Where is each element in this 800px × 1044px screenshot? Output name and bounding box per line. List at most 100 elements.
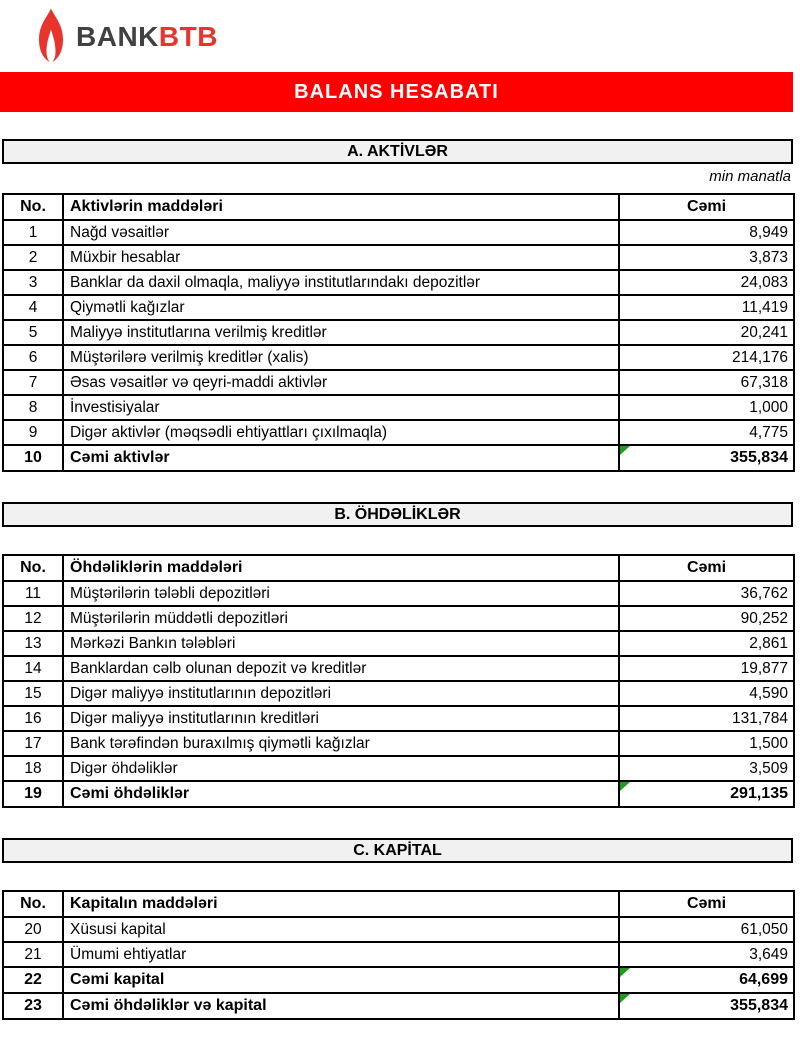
report-banner: BALANS HESABATI bbox=[0, 72, 793, 112]
row-value-text: 11,419 bbox=[741, 298, 788, 316]
row-value-cell: 61,050 bbox=[618, 916, 795, 943]
row-value-text: 36,762 bbox=[740, 584, 788, 602]
table-row: 6 Müştərilərə verilmiş kreditlər (xalis) 2… bbox=[2, 344, 795, 371]
total-row: 23 Cəmi öhdəliklər və kapital 355,834 bbox=[2, 992, 795, 1020]
row-number-cell: 15 bbox=[2, 680, 64, 707]
row-number-cell: 8 bbox=[2, 394, 64, 421]
row-value-text: 355,834 bbox=[730, 997, 788, 1014]
row-value-cell: 64,699 bbox=[618, 966, 795, 994]
row-value-text: 2,861 bbox=[749, 634, 788, 652]
row-value-text: 4,590 bbox=[749, 684, 788, 702]
row-label-cell: İnvestisiyalar bbox=[62, 394, 620, 421]
row-number-cell: 16 bbox=[2, 705, 64, 732]
row-value-cell: 214,176 bbox=[618, 344, 795, 371]
formula-marker-icon bbox=[621, 447, 630, 455]
row-value-text: 64,699 bbox=[739, 971, 788, 988]
row-label-cell: Digər öhdəliklər bbox=[62, 755, 620, 782]
row-number-cell: 3 bbox=[2, 269, 64, 296]
row-value-cell: 4,775 bbox=[618, 419, 795, 446]
formula-marker-icon bbox=[621, 969, 630, 977]
col-item-header: Aktivlərin maddələri bbox=[62, 193, 620, 221]
row-number-cell: 4 bbox=[2, 294, 64, 321]
btb-word: BTB bbox=[158, 21, 218, 52]
row-value-cell: 67,318 bbox=[618, 369, 795, 396]
table-row: 13 Mərkəzi Bankın tələbləri 2,861 bbox=[2, 630, 795, 657]
row-number-cell: 18 bbox=[2, 755, 64, 782]
row-number-cell: 20 bbox=[2, 916, 64, 943]
row-label-cell: Digər maliyyə institutlarının depozitlər… bbox=[62, 680, 620, 707]
row-value-cell: 355,834 bbox=[618, 444, 795, 472]
row-number-cell: 11 bbox=[2, 580, 64, 607]
row-label-cell: Mərkəzi Bankın tələbləri bbox=[62, 630, 620, 657]
table-row: 2 Müxbir hesablar 3,873 bbox=[2, 244, 795, 271]
col-no-header: No. bbox=[2, 890, 64, 918]
row-value-cell: 291,135 bbox=[618, 780, 795, 808]
row-label-cell: Cəmi kapital bbox=[62, 966, 620, 994]
row-label-cell: Maliyyə institutlarına verilmiş kreditlə… bbox=[62, 319, 620, 346]
total-row: 10 Cəmi aktivlər 355,834 bbox=[2, 444, 795, 472]
row-label-cell: Banklar da daxil olmaqla, maliyyə instit… bbox=[62, 269, 620, 296]
row-number-cell: 22 bbox=[2, 966, 64, 994]
row-value-cell: 131,784 bbox=[618, 705, 795, 732]
table-row: 18 Digər öhdəliklər 3,509 bbox=[2, 755, 795, 782]
row-value-cell: 19,877 bbox=[618, 655, 795, 682]
row-number-cell: 1 bbox=[2, 219, 64, 246]
row-value-cell: 2,861 bbox=[618, 630, 795, 657]
row-label-cell: Qiymətli kağızlar bbox=[62, 294, 620, 321]
row-number-cell: 6 bbox=[2, 344, 64, 371]
row-label-cell: Müştərilərə verilmiş kreditlər (xalis) bbox=[62, 344, 620, 371]
section-title: B. ÖHDƏLİKLƏR bbox=[2, 502, 793, 527]
col-total-header: Cəmi bbox=[618, 193, 795, 221]
row-label-cell: Digər aktivlər (məqsədli ehtiyattları çı… bbox=[62, 419, 620, 446]
bank-word: BANK bbox=[76, 21, 159, 52]
col-no-header: No. bbox=[2, 193, 64, 221]
report-sections: A. AKTİVLƏR min manatla No. Aktivlərin madd… bbox=[2, 139, 795, 1020]
row-number-cell: 13 bbox=[2, 630, 64, 657]
row-value-cell: 8,949 bbox=[618, 219, 795, 246]
col-total-header: Cəmi bbox=[618, 890, 795, 918]
row-number-cell: 14 bbox=[2, 655, 64, 682]
balance-table: No. Kapitalın maddələri Cəmi 20 Xüsusi kapit… bbox=[2, 890, 795, 1020]
table-row: 5 Maliyyə institutlarına verilmiş kreditl… bbox=[2, 319, 795, 346]
formula-marker-icon bbox=[621, 783, 630, 791]
section-ohdelikler: B. ÖHDƏLİKLƏR No. Öhdəliklərin maddələri Cə… bbox=[2, 502, 795, 808]
row-value-cell: 24,083 bbox=[618, 269, 795, 296]
row-value-text: 24,083 bbox=[740, 273, 788, 291]
row-label-cell: Cəmi aktivlər bbox=[62, 444, 620, 472]
table-row: 1 Nağd vəsaitlər 8,949 bbox=[2, 219, 795, 246]
row-value-text: 67,318 bbox=[740, 373, 788, 391]
row-value-text: 20,241 bbox=[740, 323, 788, 341]
row-value-cell: 20,241 bbox=[618, 319, 795, 346]
row-label-cell: Cəmi öhdəliklər və kapital bbox=[62, 992, 620, 1020]
row-number-cell: 5 bbox=[2, 319, 64, 346]
section-aktivler: A. AKTİVLƏR min manatla No. Aktivlərin madd… bbox=[2, 139, 795, 472]
row-label-cell: Müştərilərin tələbli depozitləri bbox=[62, 580, 620, 607]
row-value-text: 1,000 bbox=[749, 398, 788, 416]
table-row: 20 Xüsusi kapital 61,050 bbox=[2, 916, 795, 943]
row-value-cell: 1,500 bbox=[618, 730, 795, 757]
row-value-text: 61,050 bbox=[740, 920, 788, 938]
total-row: 22 Cəmi kapital 64,699 bbox=[2, 966, 795, 994]
flame-icon bbox=[39, 8, 63, 63]
row-number-cell: 10 bbox=[2, 444, 64, 472]
col-item-header: Kapitalın maddələri bbox=[62, 890, 620, 918]
row-value-text: 19,877 bbox=[740, 659, 788, 677]
row-number-cell: 12 bbox=[2, 605, 64, 632]
section-kapital: C. KAPİTAL No. Kapitalın maddələri Cəmi 20 Xü… bbox=[2, 838, 795, 1020]
table-header-row: No. Kapitalın maddələri Cəmi bbox=[2, 890, 795, 918]
row-value-text: 1,500 bbox=[749, 734, 788, 752]
row-value-text: 90,252 bbox=[740, 609, 788, 627]
units-note: min manatla bbox=[709, 168, 791, 185]
row-label-cell: Banklardan cəlb olunan depozit və kredit… bbox=[62, 655, 620, 682]
row-value-text: 3,873 bbox=[749, 248, 788, 266]
table-row: 12 Müştərilərin müddətli depozitləri 90,25… bbox=[2, 605, 795, 632]
table-row: 11 Müştərilərin tələbli depozitləri 36,762 bbox=[2, 580, 795, 607]
col-no-header: No. bbox=[2, 554, 64, 582]
row-label-cell: Müştərilərin müddətli depozitləri bbox=[62, 605, 620, 632]
row-value-cell: 4,590 bbox=[618, 680, 795, 707]
row-value-text: 4,775 bbox=[749, 423, 788, 441]
table-header-row: No. Aktivlərin maddələri Cəmi bbox=[2, 193, 795, 221]
table-row: 15 Digər maliyyə institutlarının depozitl… bbox=[2, 680, 795, 707]
table-header-row: No. Öhdəliklərin maddələri Cəmi bbox=[2, 554, 795, 582]
section-title: C. KAPİTAL bbox=[2, 838, 793, 863]
